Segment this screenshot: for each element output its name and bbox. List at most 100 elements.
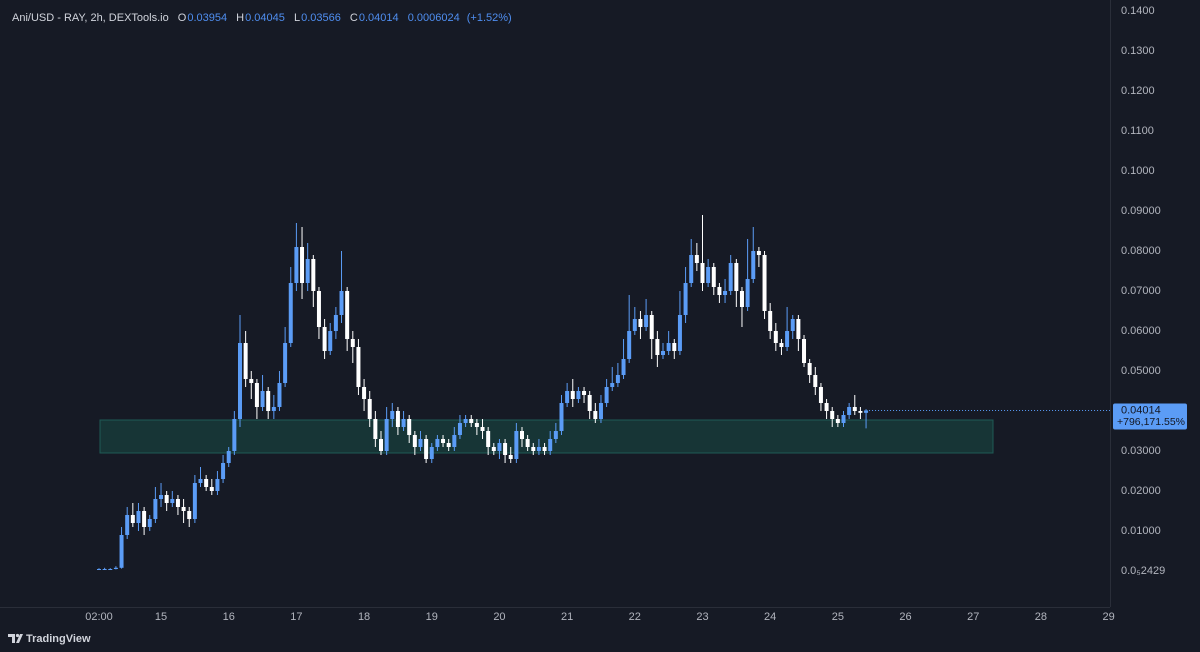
y-tick-label: 0.1200 <box>1121 85 1155 97</box>
candle-body <box>322 327 327 351</box>
candle-body <box>689 255 694 283</box>
candle-body <box>260 391 265 407</box>
logo-mark <box>8 634 23 643</box>
candle-body <box>649 315 654 339</box>
candle-body <box>835 419 840 423</box>
candle-body <box>542 447 547 451</box>
candle-body <box>153 499 158 519</box>
candle-body <box>486 431 491 447</box>
candle-body <box>734 263 739 291</box>
candle-body <box>232 419 237 451</box>
x-tick-label: 18 <box>358 611 370 623</box>
candle-body <box>147 519 152 527</box>
candle-body <box>113 567 118 569</box>
candle-body <box>847 407 852 415</box>
candle-body <box>672 343 677 351</box>
candle-body <box>536 447 541 451</box>
candle-body <box>841 415 846 423</box>
x-tick-label: 26 <box>899 611 911 623</box>
ohlc-value: 0.03566 <box>301 12 341 24</box>
candle-body <box>142 511 147 527</box>
last-change-percent: +796,171.55% <box>1117 416 1185 428</box>
candle-body <box>491 447 496 451</box>
candle-body <box>621 359 626 375</box>
candle-body <box>694 255 699 263</box>
candle-body <box>813 375 818 387</box>
candle-body <box>655 339 660 355</box>
candle-body <box>638 319 643 327</box>
candle-body <box>627 331 632 359</box>
candle-body <box>582 391 587 395</box>
candle-body <box>209 487 214 491</box>
candle-body <box>728 263 733 291</box>
candle-body <box>378 439 383 451</box>
watermark: TradingView <box>26 633 91 645</box>
candle-body <box>424 439 429 459</box>
symbol: Ani/USD - RAY, 2h, DEXTools.io <box>12 12 169 24</box>
y-tick-label: 0.02000 <box>1121 485 1161 497</box>
x-tick-label: 20 <box>493 611 505 623</box>
candle-body <box>830 411 835 419</box>
ohlc-label: C <box>350 12 358 24</box>
candle-body <box>807 363 812 375</box>
candle-body <box>739 291 744 307</box>
candle-body <box>497 443 502 451</box>
candle-body <box>683 283 688 315</box>
candle-body <box>159 495 164 499</box>
candle-body <box>164 495 169 503</box>
legend-header: Ani/USD - RAY, 2h, DEXTools.io O0.03954 … <box>12 12 512 24</box>
candle-body <box>858 411 863 413</box>
candle-body <box>125 515 130 535</box>
candle-body <box>243 343 248 379</box>
x-tick-label: 28 <box>1035 611 1047 623</box>
x-tick-label: 29 <box>1102 611 1114 623</box>
candle-body <box>469 419 474 423</box>
y-tick-label: 0.1400 <box>1121 5 1155 17</box>
candle-body <box>762 255 767 311</box>
x-tick-label: 21 <box>561 611 573 623</box>
candle-body <box>136 511 141 523</box>
candle-body <box>226 451 231 463</box>
candle-body <box>604 387 609 403</box>
candle-body <box>362 387 367 399</box>
y-tick-label: 0.1100 <box>1121 125 1154 137</box>
candle-body <box>356 347 361 387</box>
candle-body <box>446 443 451 447</box>
candle-body <box>565 391 570 403</box>
candle-body <box>457 423 462 435</box>
candle-body <box>576 391 581 399</box>
x-tick-label: 25 <box>832 611 844 623</box>
candle-body <box>215 479 220 491</box>
x-tick-label: 27 <box>967 611 979 623</box>
change: 0.0006024 <box>408 12 460 24</box>
ohlc-value: 0.04014 <box>359 12 399 24</box>
candle-body <box>407 419 412 435</box>
ohlc-value: 0.04045 <box>245 12 285 24</box>
candle-body <box>204 479 209 487</box>
logo: TradingView <box>8 633 91 645</box>
candle-body <box>463 419 468 423</box>
candle-body <box>711 267 716 287</box>
candle-body <box>818 387 823 403</box>
candle-body <box>508 455 513 459</box>
y-tick-label: 0.01000 <box>1121 525 1161 537</box>
candle-body <box>615 375 620 383</box>
candle-body <box>644 315 649 327</box>
x-tick-label: 17 <box>290 611 302 623</box>
candle-body <box>520 431 525 439</box>
candle-body <box>266 391 271 411</box>
candle-body <box>441 439 446 443</box>
y-tick-label: 0.0₅2429 <box>1121 565 1165 577</box>
candle-body <box>130 515 135 523</box>
candle-body <box>706 267 711 283</box>
candle-body <box>175 499 180 507</box>
candle-body <box>300 247 305 283</box>
candle-body <box>305 259 310 283</box>
candle-body <box>288 283 293 343</box>
candle-body <box>700 263 705 283</box>
candle-body <box>119 535 124 568</box>
candle-body <box>593 411 598 419</box>
ohlc-value: 0.03954 <box>187 12 227 24</box>
candle-body <box>350 339 355 347</box>
ohlc-label: L <box>294 12 300 24</box>
